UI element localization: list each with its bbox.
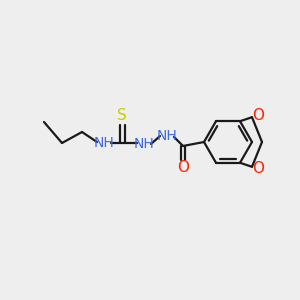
Text: NH: NH	[94, 136, 114, 150]
Text: S: S	[117, 109, 127, 124]
Text: O: O	[177, 160, 189, 175]
Text: NH: NH	[134, 137, 154, 151]
Text: O: O	[252, 161, 264, 176]
Text: O: O	[252, 108, 264, 123]
Text: NH: NH	[157, 129, 177, 143]
